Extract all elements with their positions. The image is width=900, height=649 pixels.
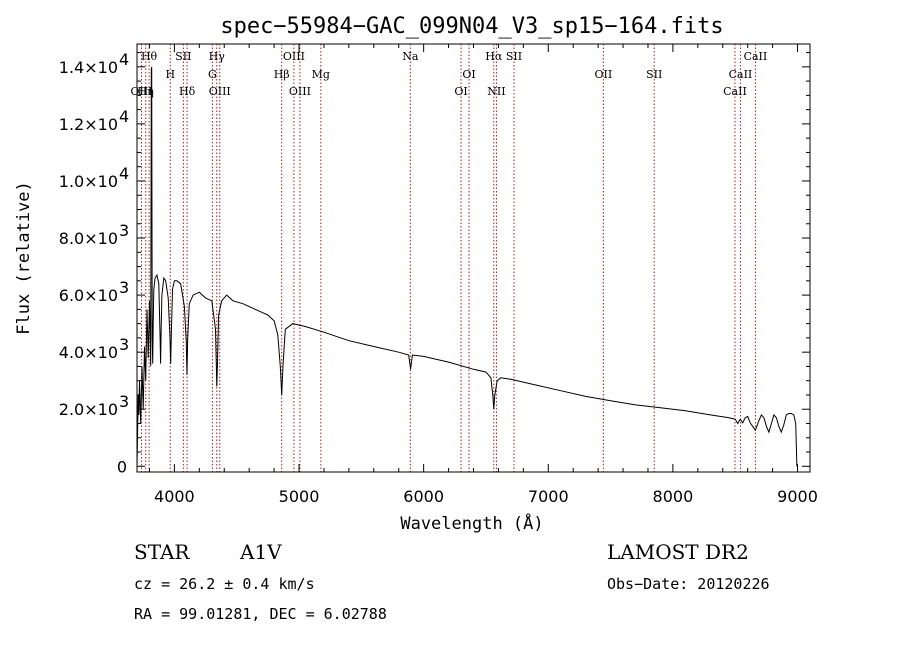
spectrum-series-line (136, 66, 798, 467)
line-marker-label: Hη (138, 85, 154, 98)
emission-line-labels: OIIIHηHθHSIIHδGHγOIIIHβOIIIOIIIMgNaOIOIH… (130, 50, 767, 98)
y-tick-label: 0 (117, 457, 127, 476)
redshift-cz: cz = 26.2 ± 0.4 km/s (134, 575, 315, 593)
line-marker-label: NII (487, 85, 505, 98)
chart-title: spec−55984−GAC_099N04_V3_sp15−164.fits (220, 14, 723, 39)
observation-date: Obs−Date: 20120226 (607, 575, 770, 593)
line-marker-label: OIII (289, 85, 311, 98)
y-tick-exponent: 3 (119, 278, 129, 297)
coordinates: RA = 99.01281, DEC = 6.02788 (134, 605, 387, 623)
line-marker-label: SII (646, 68, 662, 81)
y-tick-label: 8.0×10 (59, 229, 118, 248)
line-marker-label: G (208, 68, 217, 81)
y-tick-exponent: 3 (119, 221, 129, 240)
x-axis-label: Wavelength (Å) (400, 512, 543, 534)
x-axis-ticks: 4000 5000 6000 7000 8000 9000 (148, 44, 818, 506)
y-tick-label: 4.0×10 (59, 343, 118, 362)
line-marker-label: Hβ (274, 68, 290, 81)
line-marker-label: H (165, 68, 175, 81)
x-tick-label: 8000 (653, 487, 694, 506)
x-tick-label: 6000 (403, 487, 444, 506)
line-marker-label: CaII (723, 85, 747, 98)
line-marker-label: Mg (312, 68, 330, 81)
emission-line-markers (140, 44, 756, 472)
line-marker-label: Na (402, 50, 419, 63)
line-marker-label: CaII (729, 68, 753, 81)
x-tick-label: 9000 (777, 487, 818, 506)
line-marker-label: Hα (485, 50, 503, 63)
y-tick-label: 6.0×10 (59, 286, 118, 305)
y-tick-exponent: 4 (119, 107, 129, 126)
line-marker-label: OIII (283, 50, 305, 63)
y-tick-exponent: 4 (119, 164, 129, 183)
y-axis-label: Flux (relative) (14, 181, 34, 335)
line-marker-label: Hδ (179, 85, 196, 98)
line-marker-label: SII (506, 50, 522, 63)
y-tick-label: 1.2×10 (59, 115, 118, 134)
line-marker-label: OII (595, 68, 613, 81)
line-marker-label: Hγ (209, 50, 226, 63)
line-marker-label: OI (462, 68, 475, 81)
line-marker-label: SII (175, 50, 191, 63)
line-marker-label: OI (454, 85, 467, 98)
x-tick-label: 4000 (154, 487, 195, 506)
line-marker-label: Hθ (141, 50, 158, 63)
object-class: STAR (134, 540, 190, 564)
y-tick-label: 2.0×10 (59, 400, 118, 419)
line-marker-label: OIII (130, 85, 152, 98)
object-subclass: A1V (239, 540, 282, 564)
y-tick-label: 1.4×10 (59, 58, 118, 77)
y-tick-exponent: 3 (119, 335, 129, 354)
y-axis-ticks: 02.0×10 34.0×10 36.0×10 38.0×10 31.0×10 41.2×… (59, 50, 810, 476)
y-tick-label: 1.0×10 (59, 172, 118, 191)
line-marker-label: CaII (744, 50, 768, 63)
y-tick-exponent: 4 (119, 50, 129, 69)
x-tick-label: 7000 (528, 487, 569, 506)
line-marker-label: OIII (209, 85, 231, 98)
survey-name: LAMOST DR2 (607, 540, 749, 564)
y-tick-exponent: 3 (119, 392, 129, 411)
x-tick-label: 5000 (279, 487, 320, 506)
